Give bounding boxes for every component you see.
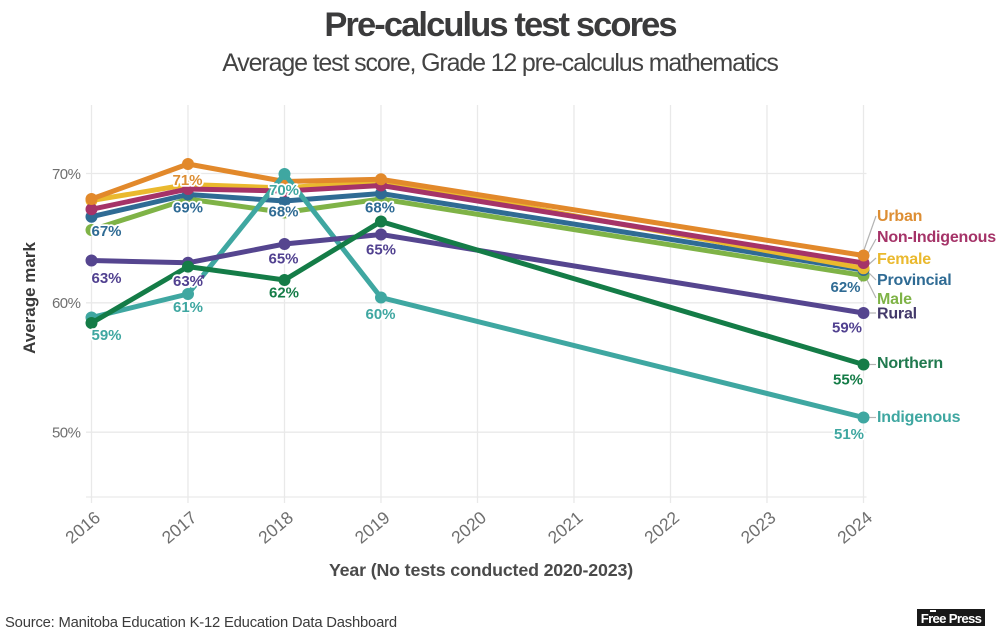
svg-text:68%: 68% xyxy=(268,204,298,221)
svg-text:Male: Male xyxy=(877,291,912,308)
svg-text:50%: 50% xyxy=(52,425,81,442)
svg-text:55%: 55% xyxy=(833,372,863,389)
svg-text:2020: 2020 xyxy=(447,507,490,548)
svg-text:Average mark: Average mark xyxy=(20,242,39,354)
svg-text:Non-Indigenous: Non-Indigenous xyxy=(877,229,996,246)
svg-text:Indigenous: Indigenous xyxy=(877,409,961,426)
svg-text:59%: 59% xyxy=(832,320,862,337)
svg-text:68%: 68% xyxy=(365,200,395,217)
svg-text:61%: 61% xyxy=(173,299,203,316)
svg-text:71%: 71% xyxy=(172,172,202,189)
svg-text:65%: 65% xyxy=(366,242,396,259)
svg-text:62%: 62% xyxy=(269,285,299,302)
svg-text:65%: 65% xyxy=(268,251,298,268)
svg-text:69%: 69% xyxy=(173,200,203,217)
svg-text:2017: 2017 xyxy=(158,507,201,547)
svg-text:2024: 2024 xyxy=(833,507,876,548)
svg-text:70%: 70% xyxy=(52,166,81,183)
svg-text:2019: 2019 xyxy=(351,507,394,547)
svg-text:51%: 51% xyxy=(834,426,864,443)
svg-text:60%: 60% xyxy=(365,306,395,323)
svg-text:Northern: Northern xyxy=(877,355,943,372)
svg-text:Year (No tests conducted 2020-: Year (No tests conducted 2020-2023) xyxy=(329,560,633,580)
svg-text:63%: 63% xyxy=(173,273,203,290)
svg-text:Urban: Urban xyxy=(877,208,922,225)
svg-text:59%: 59% xyxy=(91,327,121,344)
svg-text:60%: 60% xyxy=(52,295,81,312)
svg-text:63%: 63% xyxy=(91,270,121,287)
svg-text:Provincial: Provincial xyxy=(877,272,951,289)
svg-text:67%: 67% xyxy=(91,223,121,240)
svg-text:62%: 62% xyxy=(830,279,860,296)
svg-text:Rural: Rural xyxy=(877,306,917,323)
svg-text:70%: 70% xyxy=(269,182,299,199)
svg-text:2018: 2018 xyxy=(254,507,297,547)
svg-text:2023: 2023 xyxy=(737,507,780,547)
svg-text:2022: 2022 xyxy=(640,507,683,547)
svg-text:2016: 2016 xyxy=(61,507,104,547)
svg-text:2021: 2021 xyxy=(544,507,587,547)
svg-text:Female: Female xyxy=(877,251,931,268)
